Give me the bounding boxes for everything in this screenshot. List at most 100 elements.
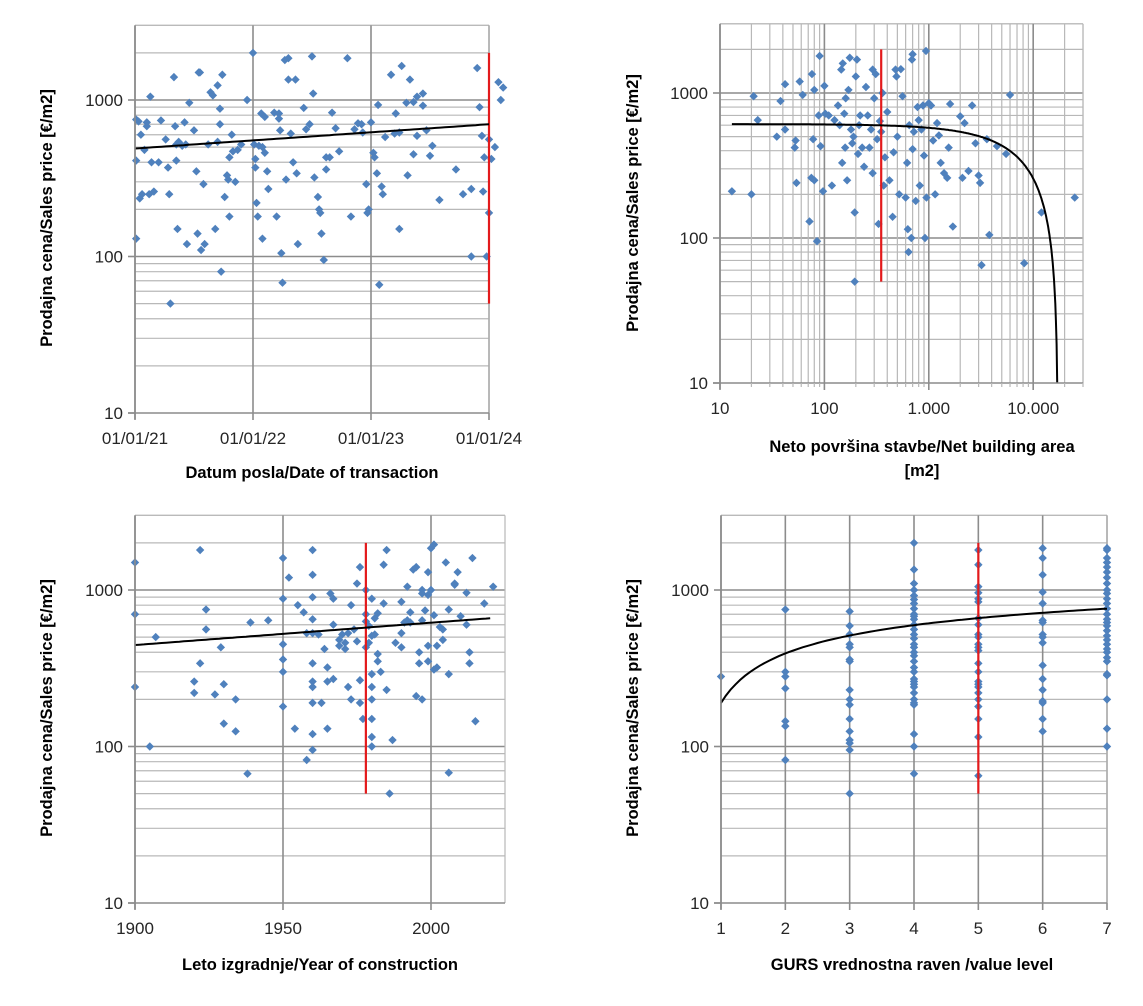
data-point <box>475 102 484 112</box>
data-point <box>498 83 508 92</box>
chart-transaction-date: 10 100 1000 01/01/21 01/01/22 01/01/23 01/01/2… <box>38 24 522 482</box>
data-point <box>781 605 790 614</box>
data-point <box>363 208 372 218</box>
data-point <box>1038 674 1047 684</box>
data-point <box>807 69 817 79</box>
data-point <box>414 659 424 668</box>
data-point <box>134 117 143 126</box>
data-point <box>451 165 461 174</box>
data-point <box>846 125 856 134</box>
data-point <box>219 719 228 728</box>
data-point <box>373 609 382 618</box>
data-point <box>395 224 404 234</box>
data-point <box>190 677 199 686</box>
data-point <box>215 120 225 129</box>
data-point <box>473 63 482 73</box>
data-point <box>316 208 325 218</box>
data-point <box>409 97 418 107</box>
data-point <box>308 659 317 668</box>
data-point <box>893 132 902 141</box>
data-point <box>367 732 376 742</box>
x-axis-title: GURS vrednostna raven /value level <box>771 956 1053 974</box>
data-point <box>196 245 206 255</box>
data-point <box>346 600 356 610</box>
data-point <box>372 169 382 178</box>
chart-year-of-construction: 10 100 1000 1900 1950 2000 Leto izgradnje/Yea… <box>38 514 506 974</box>
data-point <box>845 745 854 755</box>
data-point <box>195 68 205 77</box>
data-point <box>301 125 311 134</box>
data-point <box>496 95 505 105</box>
data-point <box>844 85 853 95</box>
data-point <box>853 149 863 159</box>
data-point <box>909 565 919 574</box>
data-point <box>195 545 205 555</box>
data-point <box>278 594 288 603</box>
data-point <box>781 672 790 681</box>
data-point <box>837 65 846 74</box>
data-point <box>391 638 400 647</box>
data-point <box>883 107 892 117</box>
data-point <box>335 635 344 645</box>
data-point <box>1019 259 1029 268</box>
x-tick-label: 1950 <box>264 919 302 938</box>
data-point <box>293 600 302 610</box>
data-point <box>213 81 222 90</box>
data-point <box>323 724 332 733</box>
data-point <box>930 190 940 199</box>
data-point <box>367 714 376 724</box>
data-point <box>468 553 477 563</box>
x-tick-label: 3 <box>845 919 854 938</box>
data-point <box>1102 594 1112 603</box>
data-point <box>837 158 847 168</box>
data-point <box>985 230 994 240</box>
data-point <box>308 729 317 739</box>
data-point <box>367 742 376 751</box>
data-point <box>201 605 211 614</box>
data-point <box>885 176 894 185</box>
data-point <box>845 657 854 666</box>
data-point <box>868 168 877 178</box>
axes: 10 100 1000 10 100 1.000 10.000 <box>670 23 1084 418</box>
data-point <box>382 545 391 555</box>
data-point <box>343 628 353 638</box>
data-point <box>409 150 418 159</box>
data-point <box>960 118 969 128</box>
x-tick-label: 4 <box>909 919 918 938</box>
data-point <box>278 667 288 677</box>
data-point <box>845 727 854 736</box>
gridlines <box>134 24 490 413</box>
data-point <box>776 96 785 106</box>
data-point <box>753 115 762 125</box>
data-point <box>137 190 147 199</box>
data-point <box>471 717 480 726</box>
data-point <box>346 212 356 221</box>
data-point <box>308 682 317 692</box>
data-point <box>907 233 916 243</box>
data-point <box>299 608 308 617</box>
data-point <box>1102 573 1112 582</box>
data-point <box>331 124 340 133</box>
data-point <box>426 585 436 595</box>
data-point <box>313 192 323 202</box>
data-point <box>903 224 913 234</box>
data-point <box>321 165 331 174</box>
data-point <box>423 590 433 600</box>
data-point <box>1102 610 1112 619</box>
data-point <box>367 594 376 603</box>
data-point <box>914 115 923 125</box>
data-point <box>386 70 396 79</box>
data-point <box>355 698 365 708</box>
data-point <box>432 641 442 650</box>
data-point <box>173 224 182 234</box>
data-point <box>417 695 427 704</box>
data-point <box>944 143 953 152</box>
data-point <box>872 135 882 144</box>
data-point <box>919 151 929 160</box>
data-point <box>1102 545 1112 555</box>
data-point <box>172 156 181 165</box>
data-point <box>334 147 344 156</box>
x-axis-title-line-1: Neto površina stavbe/Net building area <box>769 438 1075 456</box>
data-point <box>417 589 427 598</box>
data-point <box>323 677 332 686</box>
